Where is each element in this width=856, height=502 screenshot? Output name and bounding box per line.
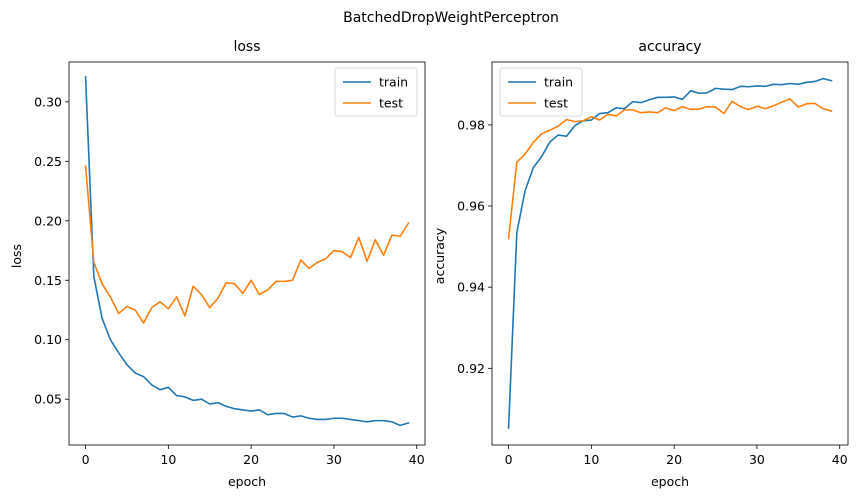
loss-chart-xlabel: epoch xyxy=(228,474,266,489)
loss-series-train-line xyxy=(84,76,410,427)
loss-chart-title: loss xyxy=(233,39,260,55)
loss-xtick-label: 10 xyxy=(160,452,176,467)
loss-xtick-label: 20 xyxy=(243,452,259,467)
accuracy-plot-frame xyxy=(491,61,849,446)
loss-ytick-label: 0.15 xyxy=(34,273,62,288)
loss-ytick-label: 0.20 xyxy=(34,213,62,228)
loss-legend-box xyxy=(334,67,418,117)
figure-suptitle: BatchedDropWeightPerceptron xyxy=(343,10,559,26)
accuracy-ytick-label: 0.96 xyxy=(457,199,485,214)
accuracy-xtick-label: 30 xyxy=(749,452,765,467)
loss-plot-frame xyxy=(68,61,426,446)
loss-ytick-label: 0.25 xyxy=(34,154,62,169)
accuracy-chart: accuracy epoch accuracy 0 10 20 30 40 0.92 0.9… xyxy=(432,39,849,489)
accuracy-series-test-line xyxy=(507,98,833,240)
accuracy-xtick-label: 10 xyxy=(583,452,599,467)
loss-xtick-label: 40 xyxy=(409,452,425,467)
loss-xtick-label: 30 xyxy=(326,452,342,467)
loss-xtick-label: 0 xyxy=(82,452,90,467)
accuracy-xtick-label: 20 xyxy=(666,452,682,467)
accuracy-legend-train-label: train xyxy=(544,75,573,90)
accuracy-series-train-line xyxy=(507,77,833,429)
accuracy-legend-box xyxy=(499,67,583,117)
loss-ytick-label: 0.10 xyxy=(34,332,62,347)
loss-series-test-line xyxy=(84,165,410,324)
loss-ytick-label: 0.05 xyxy=(34,392,62,407)
loss-legend-train-label: train xyxy=(379,75,408,90)
loss-chart-ylabel: loss xyxy=(9,244,24,268)
loss-chart: loss epoch loss 0 10 20 30 40 0.05 0.10 0.15 0.2… xyxy=(9,39,426,489)
loss-ytick-label: 0.30 xyxy=(34,94,62,109)
accuracy-xtick-label: 0 xyxy=(505,452,513,467)
accuracy-chart-title: accuracy xyxy=(638,39,701,55)
accuracy-chart-ylabel: accuracy xyxy=(432,227,447,284)
accuracy-ytick-label: 0.98 xyxy=(457,117,485,132)
loss-legend: train test xyxy=(334,67,418,117)
accuracy-legend-test-label: test xyxy=(544,96,568,111)
accuracy-legend: train test xyxy=(499,67,583,117)
accuracy-xtick-label: 40 xyxy=(832,452,848,467)
loss-legend-test-label: test xyxy=(379,96,403,111)
accuracy-ytick-label: 0.92 xyxy=(457,361,485,376)
accuracy-ytick-label: 0.94 xyxy=(457,280,485,295)
accuracy-chart-xlabel: epoch xyxy=(651,474,689,489)
